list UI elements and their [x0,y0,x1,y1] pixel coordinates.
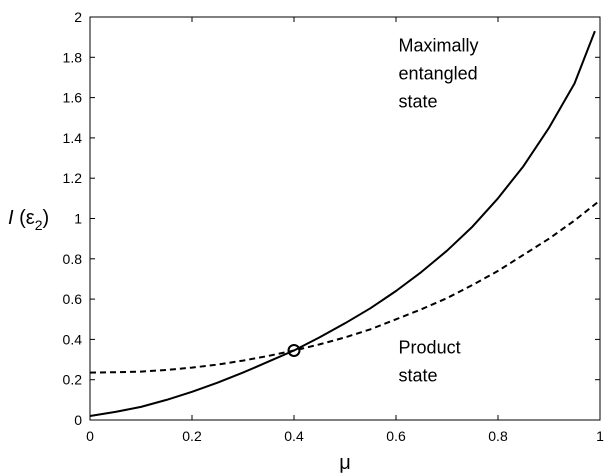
y-tick-label-1: 0.2 [63,372,83,388]
y-axis-label-italic: I [8,207,14,229]
x-tick-label-3: 0.6 [386,428,406,444]
y-axis-label-subscript: 2 [35,217,43,233]
y-axis-label-main: (ε [14,207,35,229]
x-tick-label-5: 1 [596,428,604,444]
annotation-0-line-2: state [399,91,438,111]
x-tick-label-4: 0.8 [488,428,508,444]
y-axis-label-close: ) [43,207,50,229]
annotation-1-line-0: Product [399,338,461,358]
x-tick-label-2: 0.4 [284,428,304,444]
y-tick-label-8: 1.6 [63,90,83,106]
y-tick-label-0: 0 [74,412,82,428]
x-axis-label: μ [339,452,351,473]
y-tick-label-4: 0.8 [63,251,83,267]
y-tick-label-2: 0.4 [63,331,83,347]
x-tick-label-1: 0.2 [182,428,202,444]
tick-labels: 0 0.2 0.4 0.6 0.8 1 0 0.2 0.4 0.6 0.8 1 1.2 1.4 1.6 1.8… [63,9,604,444]
axis-ticks [89,16,601,421]
y-tick-label-7: 1.4 [63,130,83,146]
annotations: Maximally entangled state Product state [399,35,479,385]
x-tick-label-0: 0 [86,428,94,444]
y-tick-label-6: 1.2 [63,170,83,186]
plot-area [89,16,601,421]
annotation-1: Product state [399,338,461,386]
series-line-dashed [89,199,601,374]
annotation-1-line-1: state [399,366,438,386]
annotation-0: Maximally entangled state [399,35,479,111]
y-axis-label: I (ε2) [8,207,49,233]
series-line-solid [89,30,596,417]
series-group [89,30,601,417]
intersection-marker [287,343,301,357]
y-tick-label-10: 2 [74,9,82,25]
y-tick-label-5: 1 [74,211,82,227]
y-tick-label-9: 1.8 [63,49,83,65]
annotation-0-line-0: Maximally [399,35,479,55]
y-tick-label-3: 0.6 [63,291,83,307]
annotation-0-line-1: entangled [399,63,478,83]
